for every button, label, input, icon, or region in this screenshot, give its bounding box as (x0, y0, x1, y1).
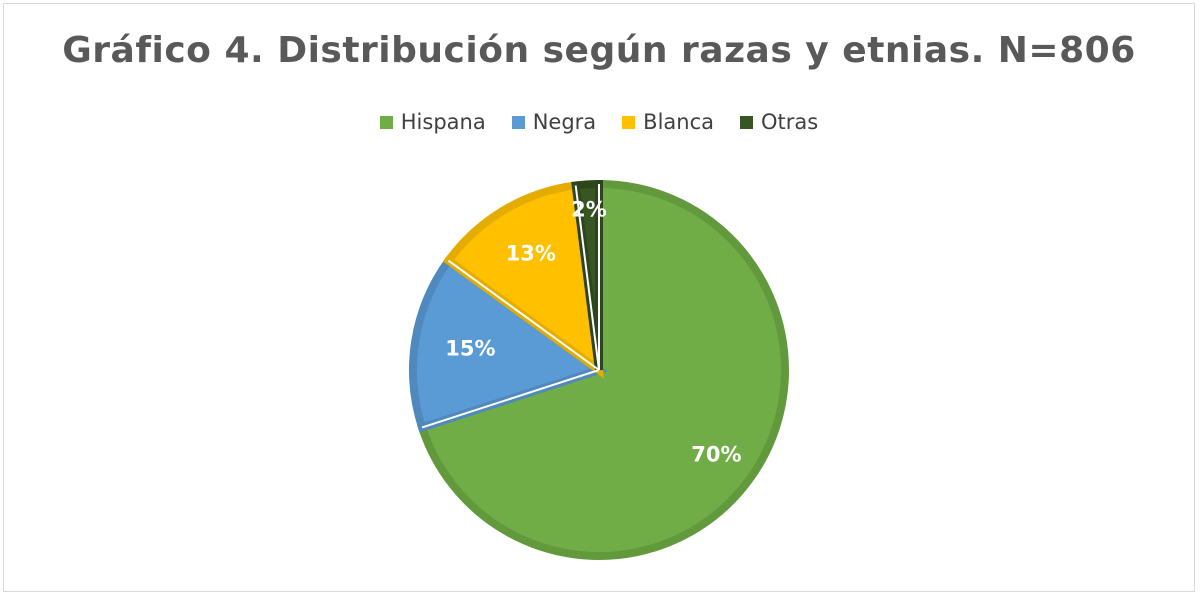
legend-label-negra: Negra (532, 110, 597, 134)
slice-separator (574, 185, 600, 371)
legend-item-negra: Negra (511, 110, 597, 134)
data-label-otras: 2% (571, 197, 607, 221)
data-label-hispana: 70% (691, 442, 741, 466)
slice-separator (447, 259, 600, 371)
legend-label-hispana: Hispana (400, 110, 486, 134)
legend-swatch-hispana (379, 115, 393, 129)
legend-swatch-otras (740, 115, 754, 129)
data-label-negra: 15% (445, 337, 495, 361)
legend-swatch-blanca (622, 115, 636, 129)
legend-item-otras: Otras (740, 110, 818, 134)
legend-swatch-negra (511, 115, 525, 129)
legend-label-otras: Otras (761, 110, 819, 134)
pie-slice-negra (409, 255, 608, 433)
data-label-blanca: 13% (506, 242, 556, 266)
legend-item-blanca: Blanca (622, 110, 714, 134)
legend-item-hispana: Hispana (379, 110, 486, 134)
pie-slice-blanca (442, 180, 605, 379)
legend-label-blanca: Blanca (643, 110, 715, 134)
legend: Hispana Negra Blanca Otras (4, 110, 1194, 134)
chart-title: Gráfico 4. Distribución según razas y et… (62, 30, 1136, 71)
slice-separator (421, 369, 600, 429)
